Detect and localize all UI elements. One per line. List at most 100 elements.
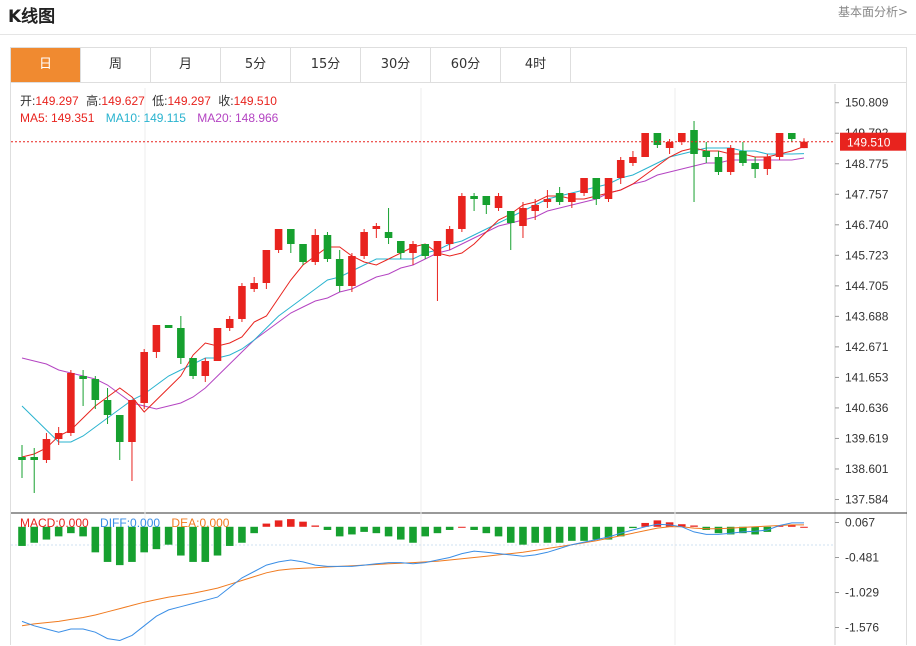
candle <box>739 142 747 166</box>
candle-body <box>678 133 686 142</box>
macd-bar <box>299 521 307 527</box>
candle <box>409 241 417 265</box>
ma10-value: 149.115 <box>143 111 186 125</box>
macd-bar <box>348 526 356 535</box>
candle-body <box>690 130 698 154</box>
tab-5min[interactable]: 5分 <box>221 48 291 82</box>
candle <box>238 283 246 322</box>
diff-label: DIFF: <box>100 516 130 530</box>
macd-bar <box>42 526 51 540</box>
candle-body <box>714 157 723 172</box>
macd-bar <box>604 526 613 540</box>
price-tick-label: 142.671 <box>845 340 889 354</box>
candle-body <box>91 379 100 400</box>
macd-bar <box>690 525 698 527</box>
macd-bar <box>128 526 136 562</box>
candle-body <box>751 163 759 169</box>
tab-30min[interactable]: 30分 <box>361 48 431 82</box>
macd-bar <box>739 526 747 534</box>
candle-body <box>201 361 210 376</box>
macd-bar <box>213 526 222 556</box>
candle <box>665 139 674 154</box>
tab-4hour[interactable]: 4时 <box>501 48 571 82</box>
candle <box>311 229 320 265</box>
candle <box>629 151 637 166</box>
candle-body <box>238 286 246 319</box>
macd-bar <box>751 526 759 535</box>
candle-body <box>18 457 26 460</box>
candle <box>690 121 698 202</box>
candle-body <box>592 178 601 199</box>
last-price-label: 149.510 <box>847 136 891 150</box>
candle <box>763 154 772 175</box>
candle-body <box>225 319 234 328</box>
macd-bar <box>311 525 320 527</box>
macd-bar <box>140 526 148 553</box>
candle-body <box>702 151 711 157</box>
macd-bar <box>641 522 649 527</box>
price-axis: 150.809149.792148.775147.757146.740145.7… <box>835 96 889 506</box>
candle-body <box>616 160 625 178</box>
macd-bar <box>726 526 735 535</box>
tab-week[interactable]: 周 <box>81 48 151 82</box>
candle-body <box>140 352 148 403</box>
candle <box>225 316 234 331</box>
candle-body <box>103 400 112 415</box>
candle-body <box>360 232 368 256</box>
macd-bar <box>54 526 63 537</box>
candle <box>616 157 625 184</box>
macd-bar <box>323 526 332 530</box>
candle-body <box>653 133 662 145</box>
ohlc-readout: 开:149.297 高:149.627 低:149.297 收:149.510 <box>20 93 277 108</box>
tab-60min[interactable]: 60分 <box>431 48 501 82</box>
open-label: 开: <box>20 94 35 108</box>
macd-readout: MACD:0.000 DIFF:0.000 DEA:0.000 <box>20 516 230 530</box>
macd-bar <box>238 526 246 543</box>
dea-label: DEA: <box>171 516 199 530</box>
candle-body <box>384 232 393 238</box>
candle-body <box>30 457 39 460</box>
candlestick-series <box>18 121 808 493</box>
macd-bar <box>152 526 161 550</box>
macd-bar <box>396 526 405 540</box>
moving-average-lines <box>21 146 805 458</box>
macd-tick-label: -1.029 <box>845 586 879 600</box>
macd-bar <box>470 526 478 530</box>
macd-bar <box>18 526 26 546</box>
candle-body <box>67 373 75 433</box>
candle <box>18 445 26 478</box>
page-title: K线图 <box>8 7 56 27</box>
candle-body <box>164 325 173 328</box>
high-value: 149.627 <box>101 94 145 108</box>
macd-bar <box>189 526 197 562</box>
open-value: 149.297 <box>35 94 79 108</box>
macd-tick-label: 0.067 <box>845 515 875 529</box>
candle-body <box>335 259 344 286</box>
macd-bar <box>653 520 662 527</box>
fundamental-analysis-link[interactable]: 基本面分析> <box>837 5 908 19</box>
macd-bar <box>714 526 723 534</box>
macd-bar <box>360 526 368 532</box>
macd-bar <box>555 526 564 543</box>
tab-month[interactable]: 月 <box>151 48 221 82</box>
tab-day[interactable]: 日 <box>11 48 81 82</box>
candle <box>751 157 759 178</box>
chart-frame <box>10 83 907 645</box>
candle-body <box>299 244 307 262</box>
candle <box>348 253 356 292</box>
diff-value: 0.000 <box>130 516 160 530</box>
tab-15min[interactable]: 15分 <box>291 48 361 82</box>
candle-body <box>421 244 430 256</box>
candle-body <box>470 196 478 199</box>
candle <box>274 229 283 253</box>
dea-line <box>21 524 804 627</box>
candle-body <box>555 193 564 202</box>
header-divider <box>0 34 916 35</box>
macd-bar <box>177 526 185 556</box>
macd-lines <box>21 522 804 642</box>
candle <box>702 142 711 163</box>
candle <box>287 229 295 253</box>
macd-bar <box>164 526 173 545</box>
candle <box>213 328 222 361</box>
